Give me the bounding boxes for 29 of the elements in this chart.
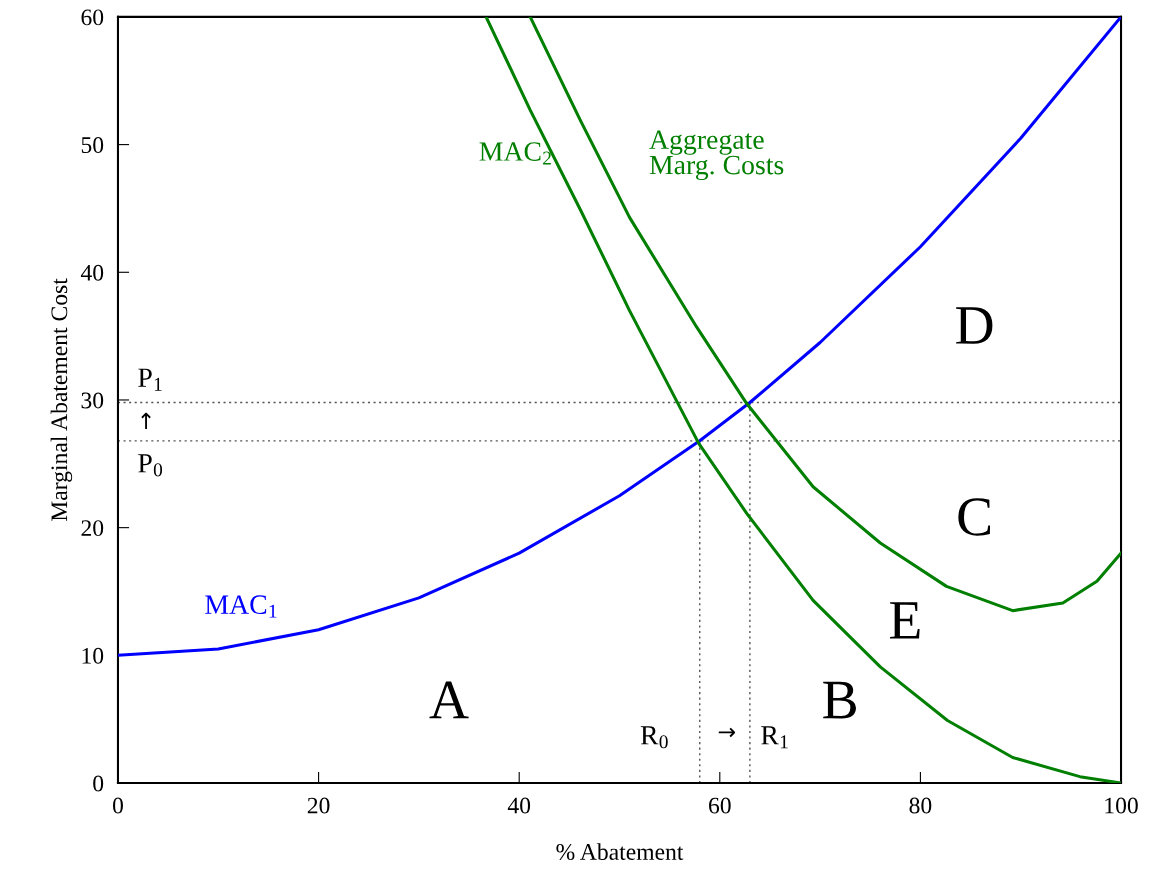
annotation: C: [958, 498, 991, 536]
x-tick-label: 100: [1105, 797, 1138, 814]
annotation: B: [823, 681, 856, 719]
annotation: D: [956, 307, 993, 344]
annotation: ↑: [141, 412, 151, 430]
series-label: MAC$_{2}$: [479, 142, 551, 165]
y-tick-label: 50: [81, 137, 104, 154]
x-tick-label: 60: [709, 797, 731, 814]
x-tick-label: 0: [112, 797, 123, 814]
annotation: R$_{1}$: [761, 726, 788, 749]
x-tick-label: 40: [507, 797, 531, 814]
y-tick-label: 60: [81, 9, 104, 26]
x-tick-label: 20: [307, 797, 330, 814]
ref-line-label: P$_{0}$: [138, 454, 163, 477]
y-tick-label: 20: [81, 520, 104, 537]
ref-line-label: P$_{1}$: [138, 368, 162, 391]
x-axis-title: % Abatement: [556, 843, 684, 861]
annotation: →: [718, 727, 736, 738]
y-tick-label: 30: [81, 392, 104, 409]
y-tick-label: 40: [80, 264, 104, 281]
y-tick-label: 0: [93, 775, 104, 792]
x-tick-label: 80: [909, 797, 932, 814]
annotation: R$_{0}$: [640, 726, 668, 749]
annotation: A: [429, 681, 469, 719]
y-tick-label: 10: [82, 647, 104, 664]
y-axis-title: Marginal Abatement Cost: [50, 278, 73, 522]
series-label: Aggregate Marg. Costs: [649, 130, 784, 181]
annotation: E: [890, 602, 920, 639]
series-label: MAC$_{1}$: [205, 595, 277, 618]
